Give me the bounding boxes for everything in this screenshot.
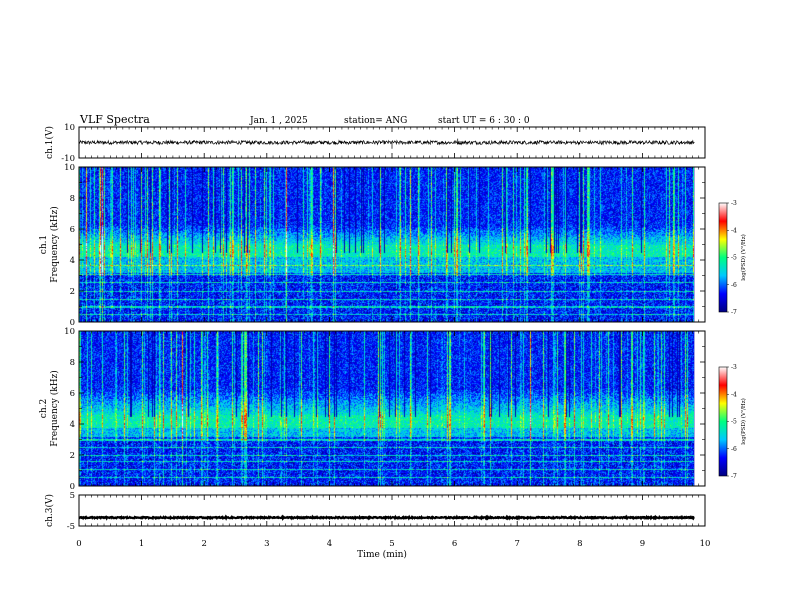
y-tick-label: 2	[70, 287, 75, 297]
x-tick-label: 2	[201, 539, 206, 549]
y-tick-label: -5	[67, 522, 75, 532]
figure-title: VLF Spectra	[79, 113, 150, 126]
colorbar-tick-label: -6	[731, 282, 737, 289]
y-tick-label: 4	[70, 256, 75, 266]
header-start-time: start UT = 6 : 30 : 0	[438, 116, 530, 126]
colorbar	[718, 366, 728, 477]
y-tick-label: 6	[70, 389, 75, 399]
x-tick-label: 1	[139, 539, 144, 549]
x-tick-label: 7	[514, 539, 519, 549]
y-tick-label: 5	[70, 491, 75, 501]
x-tick-label: 6	[452, 539, 457, 549]
x-tick-label: 9	[640, 539, 645, 549]
colorbar-tick-label: -3	[731, 200, 737, 207]
y-axis-label: ch.1	[39, 235, 49, 254]
x-tick-label: 3	[264, 539, 269, 549]
colorbar-tick-label: -5	[731, 419, 737, 426]
waveform-line	[78, 139, 695, 146]
colorbar-tick-label: -7	[731, 309, 737, 316]
spectrogram-image	[79, 331, 694, 486]
y-tick-label: 0	[70, 482, 75, 492]
colorbar-tick-label: -3	[731, 364, 737, 371]
y-tick-label: 10	[64, 123, 75, 133]
y-axis-label: ch.3(V)	[44, 494, 55, 527]
y-axis-label: ch.1(V)	[44, 126, 55, 159]
y-tick-label: 6	[70, 225, 75, 235]
colorbar-tick-label: -7	[731, 473, 737, 480]
header-date: Jan. 1 , 2025	[249, 116, 308, 126]
y-tick-label: 4	[70, 420, 75, 430]
colorbar-tick-label: -4	[731, 391, 737, 398]
y-tick-label: 8	[70, 358, 75, 368]
y-tick-label: 2	[70, 451, 75, 461]
header-station: station= ANG	[344, 116, 407, 126]
y-axis-label-line2: Frequency (kHz)	[49, 370, 60, 447]
x-tick-label: 5	[389, 539, 394, 549]
y-tick-label: -10	[61, 154, 75, 164]
y-tick-label: 0	[70, 318, 75, 328]
y-axis-label: ch.2	[39, 399, 49, 418]
colorbar-tick-label: -5	[731, 255, 737, 262]
x-tick-label: 4	[327, 539, 332, 549]
x-tick-label: 8	[577, 539, 582, 549]
colorbar-label: log(PSD) (V²/Hz)	[740, 234, 747, 281]
y-tick-label: 8	[70, 194, 75, 204]
colorbar-tick-label: -4	[731, 227, 737, 234]
colorbar-label: log(PSD) (V²/Hz)	[740, 398, 747, 445]
x-tick-label: 0	[76, 539, 81, 549]
y-axis-label-line2: Frequency (kHz)	[49, 206, 60, 283]
y-tick-label: 10	[64, 163, 75, 173]
x-tick-label: 10	[700, 539, 711, 549]
colorbar-tick-label: -6	[731, 446, 737, 453]
colorbar	[718, 202, 728, 313]
y-tick-label: 10	[64, 327, 75, 337]
waveform-line	[78, 514, 695, 522]
x-axis-label: Time (min)	[357, 549, 407, 560]
spectrogram-image	[79, 167, 694, 322]
